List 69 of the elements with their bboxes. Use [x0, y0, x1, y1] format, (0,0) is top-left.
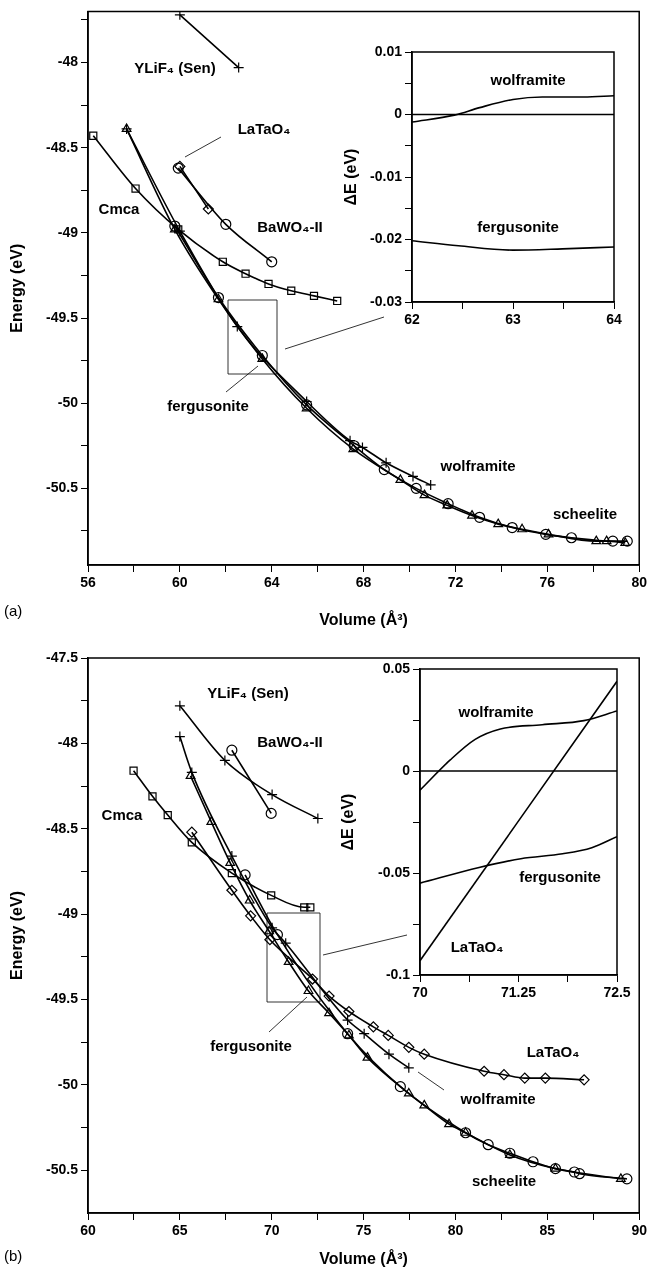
- y-tick-label: -48.5: [46, 138, 79, 155]
- y-tick-label: 0: [402, 761, 411, 778]
- text: (a): [4, 602, 23, 620]
- y-axis-title: ΔE (eV): [342, 148, 360, 206]
- text: (b): [4, 1247, 23, 1265]
- y-tick-label: -0.01: [370, 167, 403, 184]
- x-tick-label: 65: [172, 1222, 188, 1239]
- series-label: LaTaO₄: [526, 1043, 580, 1061]
- y-tick-label: 0.01: [374, 42, 403, 59]
- y-tick-label: -0.1: [385, 965, 411, 982]
- y-tick-label: -49: [57, 223, 79, 240]
- y-tick-label: 0: [394, 105, 403, 122]
- x-tick-label: 75: [355, 1222, 372, 1239]
- y-tick-label: -47.5: [46, 648, 79, 665]
- legend-label: fergusonite: [167, 397, 249, 415]
- y-tick-label: -0.05: [378, 863, 411, 880]
- y-axis-title: Energy (eV): [8, 243, 26, 333]
- x-tick-label: 68: [355, 574, 372, 591]
- x-tick-label: 80: [631, 574, 648, 591]
- x-tick-label: 70: [263, 1222, 280, 1239]
- series-label: wolframite: [489, 71, 566, 89]
- x-axis-title: Volume (Å³): [319, 609, 408, 628]
- x-tick-label: 64: [606, 311, 622, 328]
- legend-label: fergusonite: [210, 1037, 292, 1055]
- series-label: scheelite: [471, 1172, 537, 1190]
- y-tick-label: -0.03: [370, 292, 403, 309]
- y-tick-label: -50: [57, 394, 79, 411]
- series-label: wolframite: [457, 703, 534, 721]
- y-tick-label: 0.05: [382, 659, 411, 676]
- series-label: YLiF₄ (Sen): [207, 684, 289, 702]
- y-tick-label: -48: [57, 53, 79, 70]
- y-axis-title: Energy (eV): [8, 891, 26, 980]
- x-tick-label: 72.5: [603, 984, 631, 1001]
- series-label: wolframite: [439, 457, 516, 475]
- y-tick-label: -49.5: [46, 990, 79, 1007]
- x-tick-label: 63: [505, 311, 521, 328]
- y-tick-label: -49.5: [46, 308, 79, 325]
- y-tick-label: -0.02: [370, 230, 403, 247]
- y-tick-label: -50.5: [46, 1161, 79, 1178]
- x-tick-label: 62: [404, 311, 420, 328]
- x-tick-label: 76: [539, 574, 556, 591]
- x-tick-label: 90: [631, 1222, 648, 1239]
- series-label: Cmca: [98, 200, 141, 218]
- series-label: fergusonite: [519, 868, 601, 886]
- y-axis-title: ΔE (eV): [339, 793, 357, 851]
- x-tick-label: 71.25: [500, 984, 537, 1001]
- x-axis-title: Volume (Å³): [319, 1248, 408, 1267]
- series-label: BaWO₄-II: [257, 218, 323, 236]
- x-tick-label: 70: [412, 984, 428, 1001]
- series-label: fergusonite: [477, 218, 559, 236]
- series-label: BaWO₄-II: [257, 733, 323, 751]
- x-tick-label: 60: [80, 1222, 96, 1239]
- x-tick-label: 64: [263, 574, 280, 591]
- text: LaTaO₄: [237, 120, 291, 138]
- series-label: scheelite: [552, 505, 618, 523]
- x-tick-label: 60: [172, 574, 188, 591]
- series-label: LaTaO₄: [450, 938, 504, 956]
- series-label: YLiF₄ (Sen): [134, 59, 216, 77]
- y-tick-label: -48: [57, 734, 79, 751]
- y-tick-label: -50.5: [46, 479, 79, 496]
- x-tick-label: 72: [447, 574, 464, 591]
- x-tick-label: 85: [539, 1222, 556, 1239]
- text: wolframite: [459, 1090, 536, 1108]
- y-tick-label: -50: [57, 1075, 79, 1092]
- y-tick-label: -48.5: [46, 819, 79, 836]
- series-label: Cmca: [101, 806, 144, 824]
- y-tick-label: -49: [57, 905, 79, 922]
- x-tick-label: 56: [80, 574, 96, 591]
- x-tick-label: 80: [447, 1222, 464, 1239]
